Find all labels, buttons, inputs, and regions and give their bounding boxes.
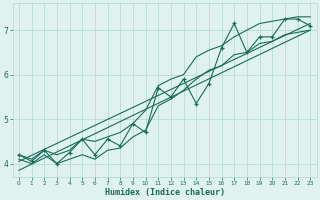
X-axis label: Humidex (Indice chaleur): Humidex (Indice chaleur) xyxy=(105,188,225,197)
